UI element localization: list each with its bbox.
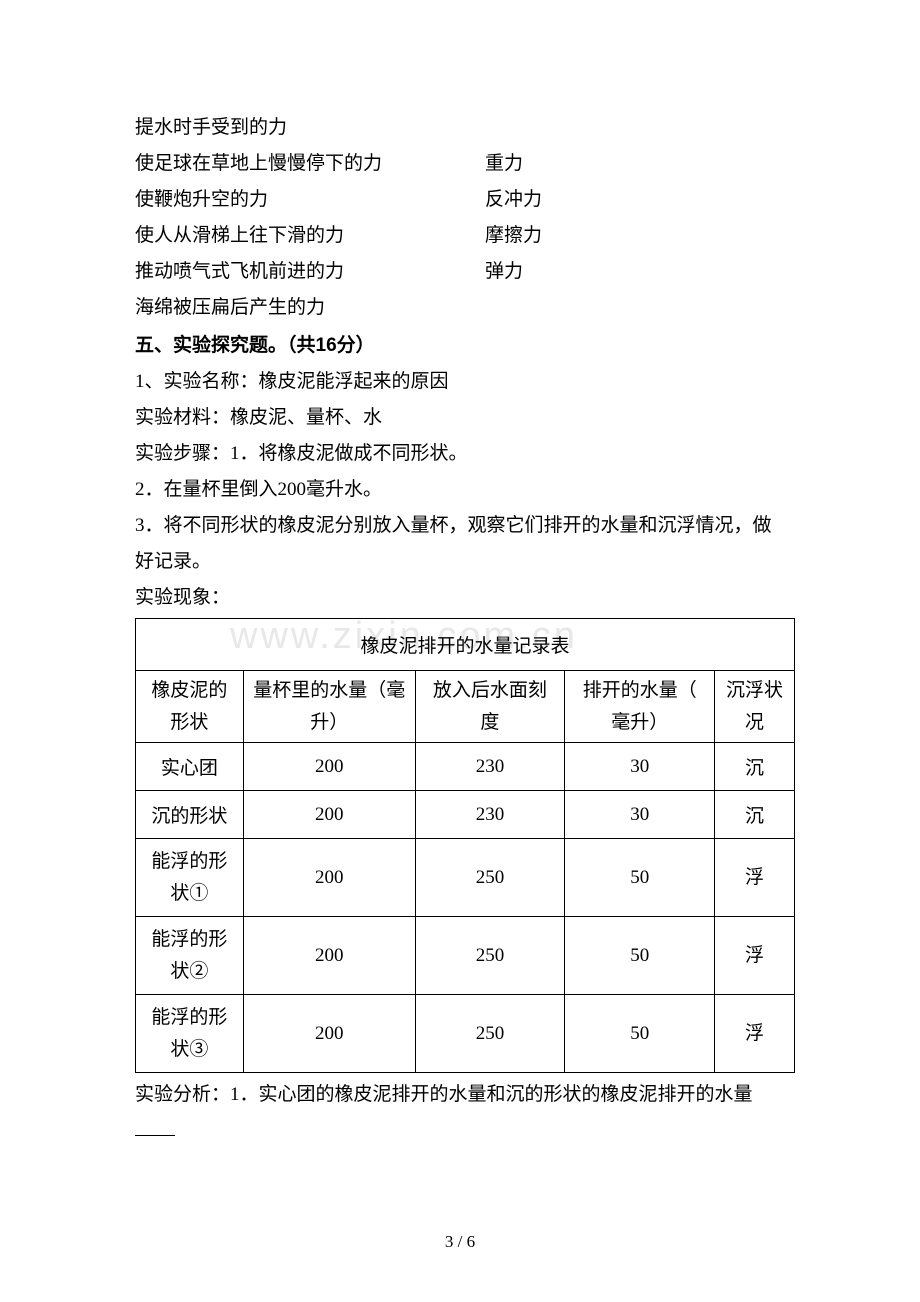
match-right: 弹力: [485, 254, 523, 290]
cell-shape: 能浮的形状②: [136, 917, 244, 995]
cell-displaced: 50: [565, 917, 715, 995]
match-row: 使人从滑梯上往下滑的力 摩擦力: [135, 218, 785, 254]
cell-shape: 能浮的形状①: [136, 839, 244, 917]
cell-state: 浮: [715, 995, 795, 1073]
cell-level: 250: [415, 995, 565, 1073]
table-row: 实心团 200 230 30 沉: [136, 743, 795, 791]
match-line-1: 提水时手受到的力: [135, 110, 785, 146]
match-line-6: 海绵被压扁后产生的力: [135, 290, 785, 326]
cell-volume: 200: [243, 743, 415, 791]
match-left: 推动喷气式飞机前进的力: [135, 254, 485, 290]
cell-state: 沉: [715, 791, 795, 839]
cell-state: 沉: [715, 743, 795, 791]
cell-state: 浮: [715, 917, 795, 995]
exp-line: 实验步骤：1．将橡皮泥做成不同形状。: [135, 436, 785, 472]
match-right: 重力: [485, 146, 523, 182]
exp-line: 实验现象：: [135, 580, 785, 616]
cell-displaced: 30: [565, 743, 715, 791]
table-row: 沉的形状 200 230 30 沉: [136, 791, 795, 839]
cell-displaced: 50: [565, 995, 715, 1073]
cell-level: 230: [415, 743, 565, 791]
cell-shape: 实心团: [136, 743, 244, 791]
match-left: 使人从滑梯上往下滑的力: [135, 218, 485, 254]
exp-line: 实验材料：橡皮泥、量杯、水: [135, 400, 785, 436]
cell-level: 230: [415, 791, 565, 839]
cell-shape: 能浮的形状③: [136, 995, 244, 1073]
match-row: 使鞭炮升空的力 反冲力: [135, 182, 785, 218]
table-header: 橡皮泥的形状: [136, 671, 244, 743]
table-header: 放入后水面刻度: [415, 671, 565, 743]
section-title: 五、实验探究题。（共16分）: [135, 328, 785, 364]
analysis-line: 实验分析：1．实心团的橡皮泥排开的水量和沉的形状的橡皮泥排开的水量: [135, 1077, 785, 1149]
blank-line: [135, 1135, 175, 1136]
exp-line: 2．在量杯里倒入200毫升水。: [135, 472, 785, 508]
match-left: 使鞭炮升空的力: [135, 182, 485, 218]
cell-level: 250: [415, 839, 565, 917]
cell-shape: 沉的形状: [136, 791, 244, 839]
table-row: 能浮的形状① 200 250 50 浮: [136, 839, 795, 917]
match-left: 使足球在草地上慢慢停下的力: [135, 146, 485, 182]
table-title: 橡皮泥排开的水量记录表: [136, 619, 795, 671]
match-row: 推动喷气式飞机前进的力 弹力: [135, 254, 785, 290]
table-header: 排开的水量（毫升）: [565, 671, 715, 743]
page-number: 3 / 6: [0, 1232, 920, 1252]
table-header: 沉浮状况: [715, 671, 795, 743]
table-header: 量杯里的水量（毫升）: [243, 671, 415, 743]
cell-level: 250: [415, 917, 565, 995]
cell-displaced: 50: [565, 839, 715, 917]
cell-state: 浮: [715, 839, 795, 917]
experiment-table: 橡皮泥排开的水量记录表 橡皮泥的形状 量杯里的水量（毫升） 放入后水面刻度 排开…: [135, 618, 785, 1073]
table-row: 能浮的形状② 200 250 50 浮: [136, 917, 795, 995]
cell-volume: 200: [243, 839, 415, 917]
page-content: 提水时手受到的力 使足球在草地上慢慢停下的力 重力 使鞭炮升空的力 反冲力 使人…: [0, 0, 920, 1149]
table-row: 能浮的形状③ 200 250 50 浮: [136, 995, 795, 1073]
cell-displaced: 30: [565, 791, 715, 839]
exp-line: 1、实验名称：橡皮泥能浮起来的原因: [135, 364, 785, 400]
table-header-row: 橡皮泥的形状 量杯里的水量（毫升） 放入后水面刻度 排开的水量（毫升） 沉浮状况: [136, 671, 795, 743]
match-row: 使足球在草地上慢慢停下的力 重力: [135, 146, 785, 182]
cell-volume: 200: [243, 791, 415, 839]
table-title-row: 橡皮泥排开的水量记录表: [136, 619, 795, 671]
exp-line: 3．将不同形状的橡皮泥分别放入量杯，观察它们排开的水量和沉浮情况，做好记录。: [135, 508, 785, 580]
match-right: 摩擦力: [485, 218, 542, 254]
cell-volume: 200: [243, 917, 415, 995]
match-right: 反冲力: [485, 182, 542, 218]
cell-volume: 200: [243, 995, 415, 1073]
